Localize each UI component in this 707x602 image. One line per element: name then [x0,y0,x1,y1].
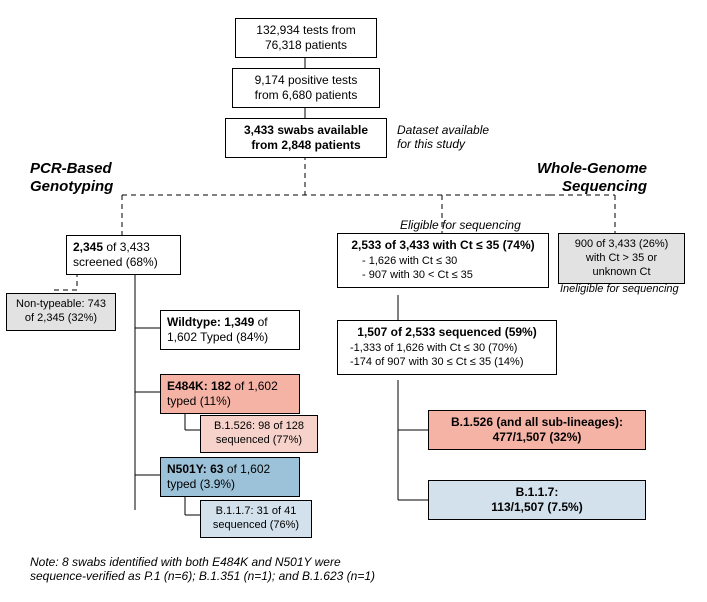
footnote: Note: 8 swabs identified with both E484K… [30,555,375,584]
box-total-tests: 132,934 tests from76,318 patients [235,18,377,58]
box-e484k-sub: B.1.526: 98 of 128sequenced (77%) [200,415,318,453]
text-b117-2: 113/1,507 (7.5%) [435,500,639,515]
text-footnote: Note: 8 swabs identified with both E484K… [30,555,375,583]
text-ineligible: 900 of 3,433 (26%)with Ct > 35 orunknown… [575,238,669,278]
text-e484k-sub: B.1.526: 98 of 128sequenced (77%) [214,420,304,446]
text-seq-3: -174 of 907 with 30 ≤ Ct ≤ 35 (14%) [344,356,550,370]
text-swabs: 3,433 swabs availablefrom 2,848 patients [244,123,368,152]
box-screened: 2,345 of 3,433screened (68%) [66,235,181,275]
box-ineligible: 900 of 3,433 (26%)with Ct > 35 orunknown… [558,233,685,284]
box-n501y: N501Y: 63 of 1,602typed (3.9%) [160,457,300,497]
text-ct35-3: - 907 with 30 < Ct ≤ 35 [344,269,542,283]
text-positive: 9,174 positive testsfrom 6,680 patients [255,73,358,102]
box-sequenced: 1,507 of 2,533 sequenced (59%) -1,333 of… [337,320,557,375]
box-b117: B.1.1.7: 113/1,507 (7.5%) [428,480,646,520]
text-wt-b: Wildtype: 1,349 [167,315,254,329]
header-wgs: Whole-GenomeSequencing [537,160,647,196]
box-positive: 9,174 positive testsfrom 6,680 patients [232,68,380,108]
header-pcr: PCR-BasedGenotyping [30,160,113,196]
label-dataset-note: Dataset availablefor this study [397,123,489,152]
text-ct35-1: 2,533 of 3,433 with Ct ≤ 35 (74%) [344,238,542,253]
box-b1526: B.1.526 (and all sub-lineages): 477/1,50… [428,410,646,450]
text-eligible: Eligible for sequencing [400,218,521,232]
text-ineligible-label: Ineligible for sequencing [560,283,679,295]
text-dataset-note: Dataset availablefor this study [397,123,489,151]
box-nontypeable: Non-typeable: 743of 2,345 (32%) [6,293,116,331]
text-screened-b: 2,345 [73,240,103,254]
text-b117-1: B.1.1.7: [435,485,639,500]
text-pcr: PCR-BasedGenotyping [30,160,113,195]
box-swabs: 3,433 swabs availablefrom 2,848 patients [225,118,387,158]
text-total-tests: 132,934 tests from76,318 patients [256,23,355,52]
text-seq-2: -1,333 of 1,626 with Ct ≤ 30 (70%) [344,342,550,356]
text-ct35-2: - 1,626 with Ct ≤ 30 [344,255,542,269]
label-ineligible: Ineligible for sequencing [560,283,679,296]
label-eligible: Eligible for sequencing [400,218,521,232]
box-e484k: E484K: 182 of 1,602typed (11%) [160,374,300,414]
text-e484k-b: E484K: 182 [167,379,231,393]
text-n501y-sub: B.1.1.7: 31 of 41sequenced (76%) [213,505,299,531]
text-n501y-b: N501Y: 63 [167,462,223,476]
box-ct35: 2,533 of 3,433 with Ct ≤ 35 (74%) - 1,62… [337,233,549,288]
box-n501y-sub: B.1.1.7: 31 of 41sequenced (76%) [200,500,312,538]
text-wgs: Whole-GenomeSequencing [537,160,647,195]
text-b1526-1: B.1.526 (and all sub-lineages): [435,415,639,430]
box-wildtype: Wildtype: 1,349 of1,602 Typed (84%) [160,310,300,350]
text-nontype: Non-typeable: 743of 2,345 (32%) [16,298,106,324]
text-b1526-2: 477/1,507 (32%) [435,430,639,445]
text-seq-1: 1,507 of 2,533 sequenced (59%) [344,325,550,340]
